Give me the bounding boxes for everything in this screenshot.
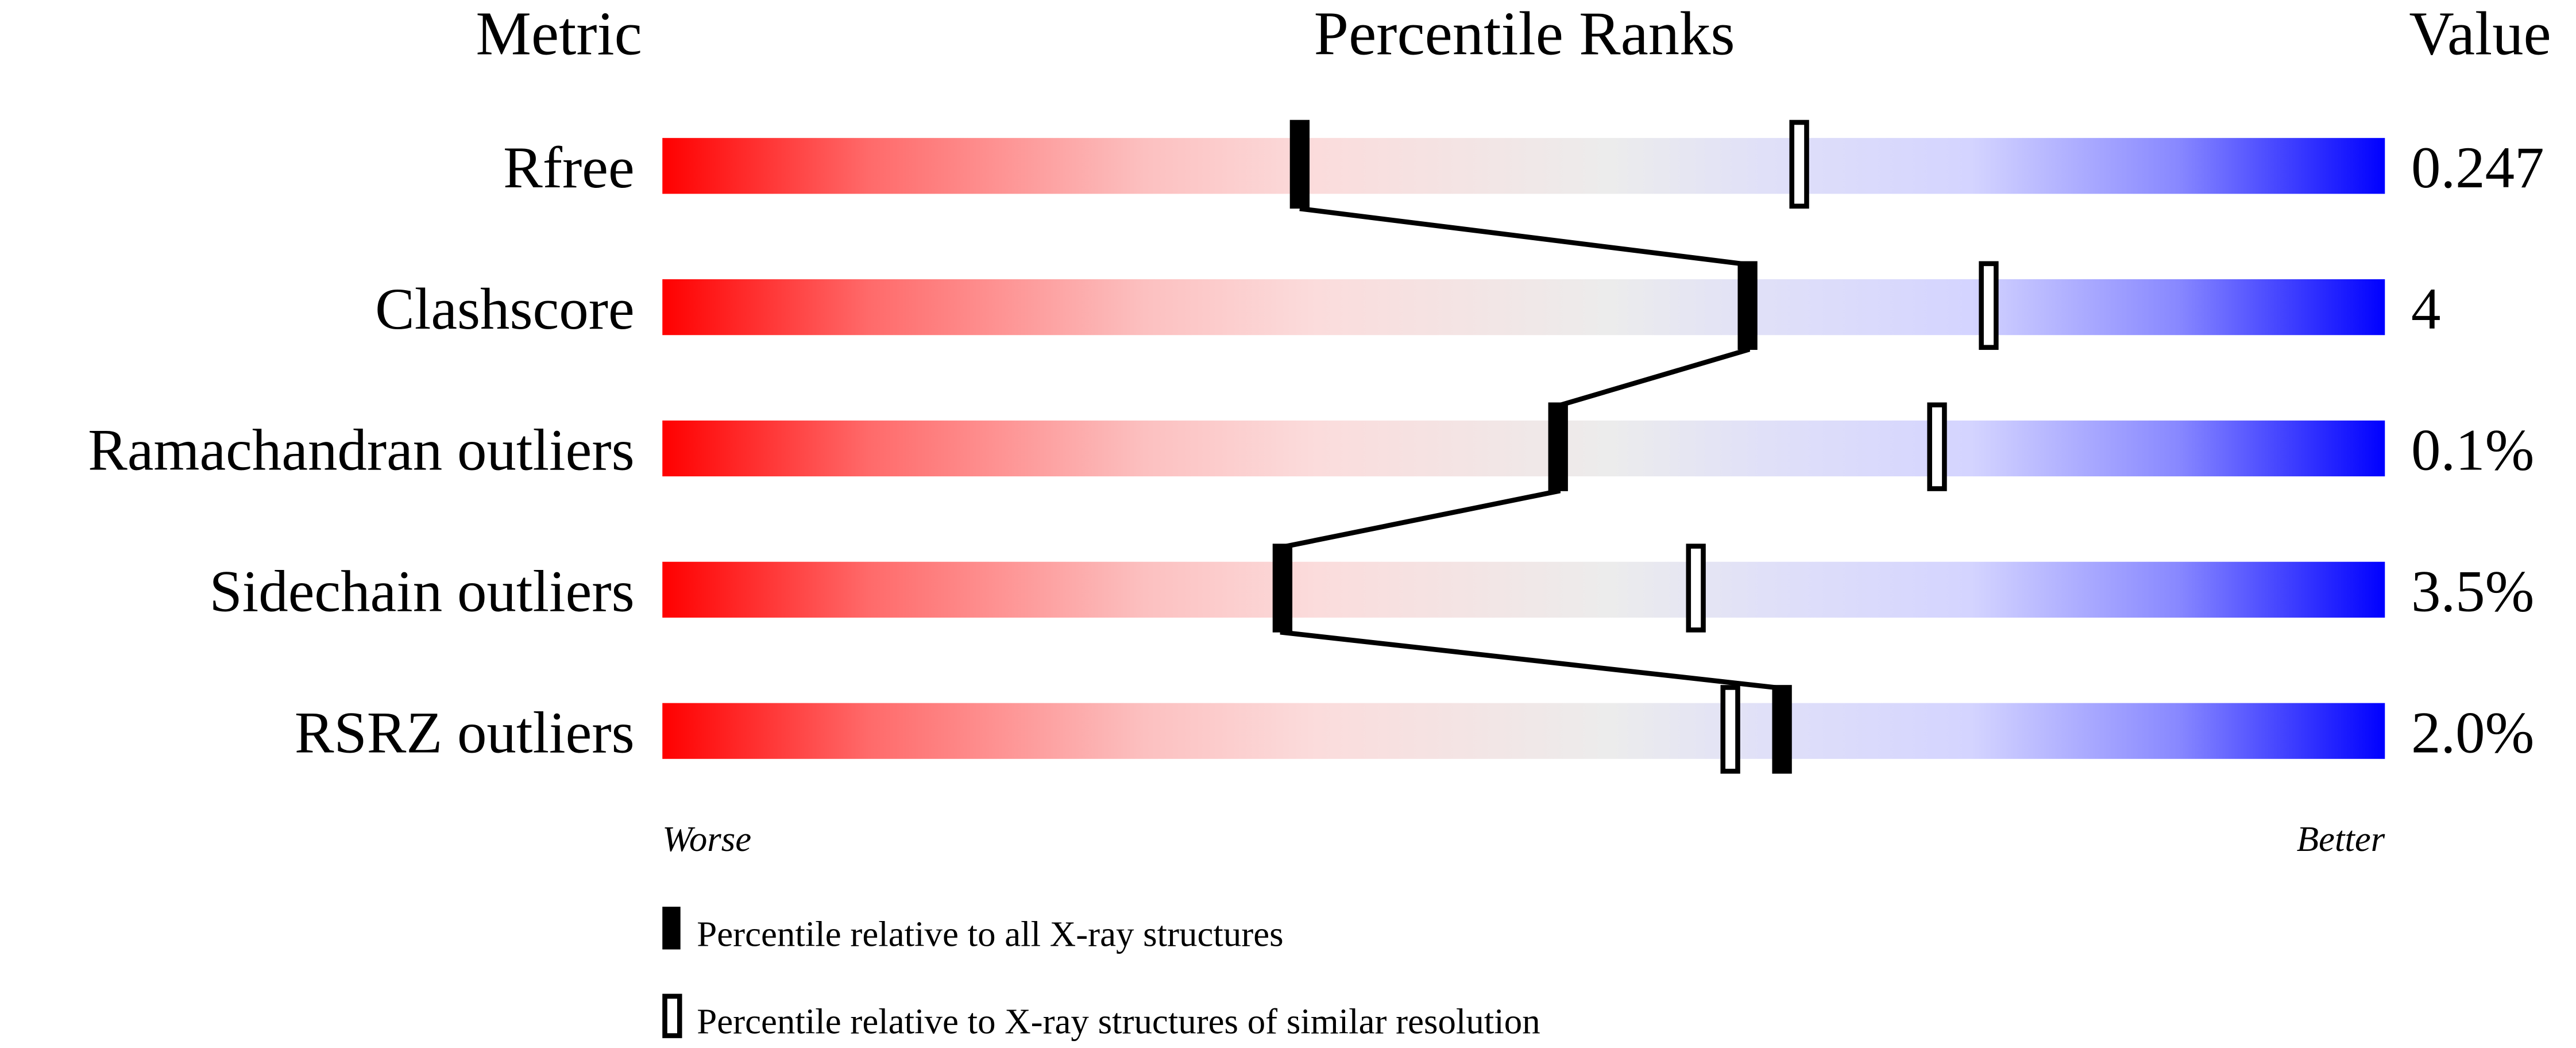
legend-open-marker	[662, 993, 682, 1038]
percentile-bar	[662, 279, 2385, 336]
percentile-bar	[662, 138, 2385, 194]
header-percentile-ranks: Percentile Ranks	[1314, 0, 1735, 68]
axis-better-label: Better	[2297, 819, 2385, 859]
axis-worse-label: Worse	[662, 819, 751, 859]
marker-similar-resolution	[1720, 685, 1740, 774]
marker-all-structures	[1289, 120, 1310, 209]
header-metric: Metric	[476, 0, 642, 68]
marker-similar-resolution	[1686, 544, 1706, 633]
metric-value: 2.0%	[2411, 700, 2534, 765]
percentile-bar	[662, 561, 2385, 618]
legend-filled-marker	[662, 907, 681, 950]
marker-all-structures	[1272, 544, 1293, 633]
marker-all-structures	[1548, 402, 1568, 491]
marker-similar-resolution	[1789, 120, 1809, 209]
marker-all-structures	[1737, 261, 1758, 350]
percentile-bar	[662, 703, 2385, 759]
metric-value: 4	[2411, 276, 2440, 342]
metric-value: 0.247	[2411, 135, 2544, 201]
metric-label: Sidechain outliers	[209, 559, 634, 625]
legend-similar-label: Percentile relative to X-ray structures …	[697, 1001, 1540, 1041]
metric-value: 3.5%	[2411, 559, 2534, 625]
marker-similar-resolution	[1927, 402, 1947, 491]
metric-label: Clashscore	[375, 276, 635, 342]
metric-label: RSRZ outliers	[295, 700, 635, 765]
metric-label: Rfree	[503, 135, 635, 201]
marker-all-structures	[1772, 685, 1792, 774]
metric-label: Ramachandran outliers	[88, 418, 635, 483]
marker-similar-resolution	[1979, 261, 1999, 350]
percentile-bar	[662, 420, 2385, 477]
metric-value: 0.1%	[2411, 418, 2534, 483]
legend-all-label: Percentile relative to all X-ray structu…	[697, 914, 1283, 954]
header-value: Value	[2409, 0, 2551, 68]
